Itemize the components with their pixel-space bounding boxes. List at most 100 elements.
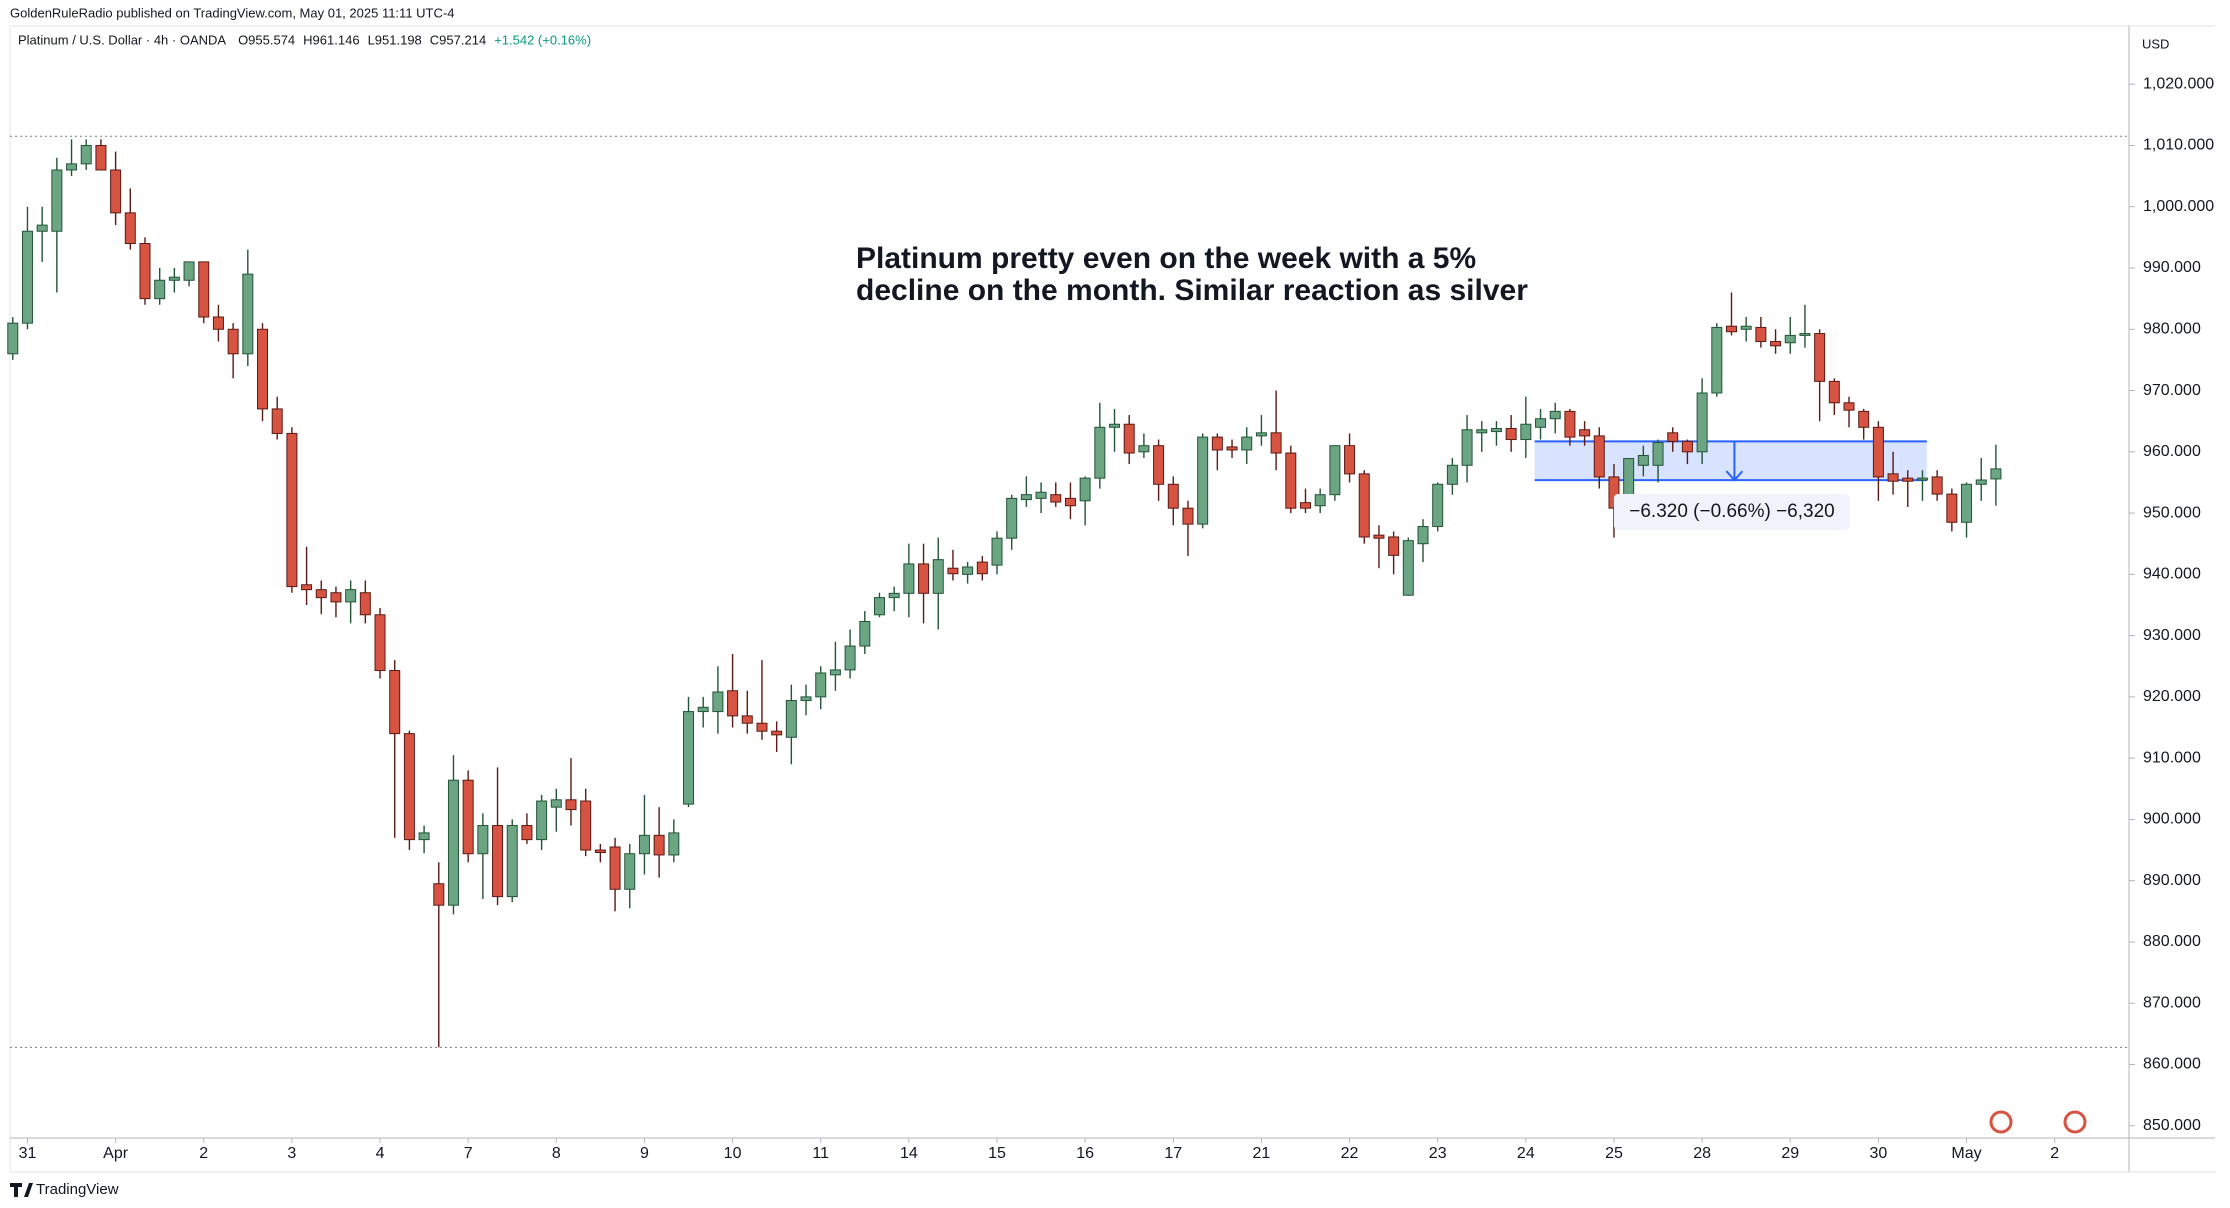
measure-label: −6.320 (−0.66%) −6,320 — [1629, 501, 1834, 522]
ohlc-label: C957.214 — [430, 32, 486, 47]
x-tick-label: 10 — [724, 1145, 742, 1162]
candle-body — [1725, 325, 1737, 333]
candle-body — [1079, 477, 1091, 502]
y-tick-label: 940.000 — [2143, 566, 2201, 583]
candle-body — [51, 169, 63, 232]
candle-body — [1843, 402, 1855, 411]
y-tick-label: 980.000 — [2143, 320, 2201, 337]
candle-body — [697, 706, 709, 713]
candle-body — [844, 645, 856, 671]
candle-body — [1916, 477, 1928, 481]
y-tick-label: 920.000 — [2143, 688, 2201, 705]
measure-label-box — [1614, 494, 1850, 530]
candle-body — [1417, 526, 1429, 545]
candle-body — [1182, 507, 1194, 525]
candle-body — [580, 800, 592, 851]
candle-body — [110, 169, 122, 214]
candle-body — [594, 849, 606, 853]
candle-body — [1432, 483, 1444, 528]
candle-body — [66, 163, 78, 171]
candle-body — [1006, 497, 1018, 539]
x-tick-label: 31 — [19, 1145, 37, 1162]
x-tick-label: 2 — [2050, 1145, 2059, 1162]
candle-body — [1828, 380, 1840, 404]
candle-body — [991, 537, 1003, 566]
candle-body — [1064, 497, 1076, 507]
candle-body — [1050, 494, 1062, 503]
candle-body — [506, 825, 518, 898]
candle-body — [1344, 445, 1356, 475]
candle-body — [1094, 426, 1106, 479]
x-tick-label: 23 — [1429, 1145, 1447, 1162]
brand-logo — [10, 1183, 33, 1197]
y-tick-label: 1,020.000 — [2143, 75, 2214, 92]
candle-body — [829, 669, 841, 676]
candle-body — [168, 276, 180, 281]
candle-body — [1652, 442, 1664, 466]
candle-body — [1270, 432, 1282, 454]
candle-body — [1373, 534, 1385, 539]
candle-body — [771, 730, 783, 736]
candle-body — [653, 834, 665, 856]
candle-body — [1931, 476, 1943, 495]
x-tick-label: 11 — [812, 1145, 829, 1162]
candle-body — [418, 832, 430, 841]
candle-body — [1226, 446, 1238, 451]
candle-body — [1123, 423, 1135, 454]
candle-body — [859, 621, 871, 647]
candle-body — [536, 800, 548, 841]
candle-body — [1770, 341, 1782, 347]
candle-body — [1564, 410, 1576, 438]
measure-arrow-head — [1725, 470, 1744, 482]
candle-body — [80, 144, 92, 165]
ohlc-label: +1.542 (+0.16%) — [494, 32, 591, 47]
candle-body — [183, 261, 195, 281]
candle-body — [257, 328, 269, 410]
candle-body — [271, 408, 283, 434]
candle-body — [741, 715, 753, 724]
candle-body — [242, 273, 254, 355]
candle-body — [638, 834, 650, 855]
x-tick-label: Apr — [103, 1145, 129, 1162]
x-tick-label: 8 — [552, 1145, 561, 1162]
candle-body — [492, 825, 504, 898]
candle-body — [1329, 445, 1341, 496]
y-tick-label: 930.000 — [2143, 627, 2201, 644]
x-tick-label: 2 — [199, 1145, 208, 1162]
candle-body — [1285, 452, 1297, 509]
candle-body — [1549, 410, 1561, 420]
y-tick-label: 960.000 — [2143, 443, 2201, 460]
candle-body — [139, 242, 151, 300]
x-tick-label: 29 — [1781, 1145, 1799, 1162]
candle-body — [7, 322, 19, 355]
candle-body — [1167, 483, 1179, 509]
symbol: Platinum / U.S. Dollar · 4h · OANDA — [18, 32, 226, 47]
candle-body — [903, 563, 915, 594]
candle-body — [1299, 502, 1311, 509]
candle-body — [550, 799, 562, 808]
candle-body — [1637, 454, 1649, 466]
candle-body — [800, 696, 812, 702]
candle-body — [36, 224, 48, 232]
candle-body — [1696, 392, 1708, 453]
candle-body — [727, 690, 739, 717]
candle-body — [433, 883, 445, 906]
candle-body — [1535, 418, 1547, 428]
candle-body — [1975, 479, 1987, 485]
y-tick-label: 950.000 — [2143, 504, 2201, 521]
x-tick-label: 7 — [464, 1145, 473, 1162]
currency: USD — [2142, 36, 2169, 51]
ohlc-label: O955.574 — [238, 32, 295, 47]
annotation: Platinum pretty even on the week with a … — [856, 242, 1476, 275]
candle-body — [95, 144, 107, 171]
candle-body — [1153, 445, 1165, 485]
candle-body — [477, 825, 489, 855]
y-tick-label: 990.000 — [2143, 259, 2201, 276]
annotation: decline on the month. Similar reaction a… — [856, 274, 1528, 307]
candle-body — [683, 711, 695, 805]
y-tick-label: 1,000.000 — [2143, 198, 2214, 215]
x-tick-label: 22 — [1341, 1145, 1359, 1162]
x-tick-label: 14 — [900, 1145, 918, 1162]
x-tick-label: 24 — [1517, 1145, 1535, 1162]
